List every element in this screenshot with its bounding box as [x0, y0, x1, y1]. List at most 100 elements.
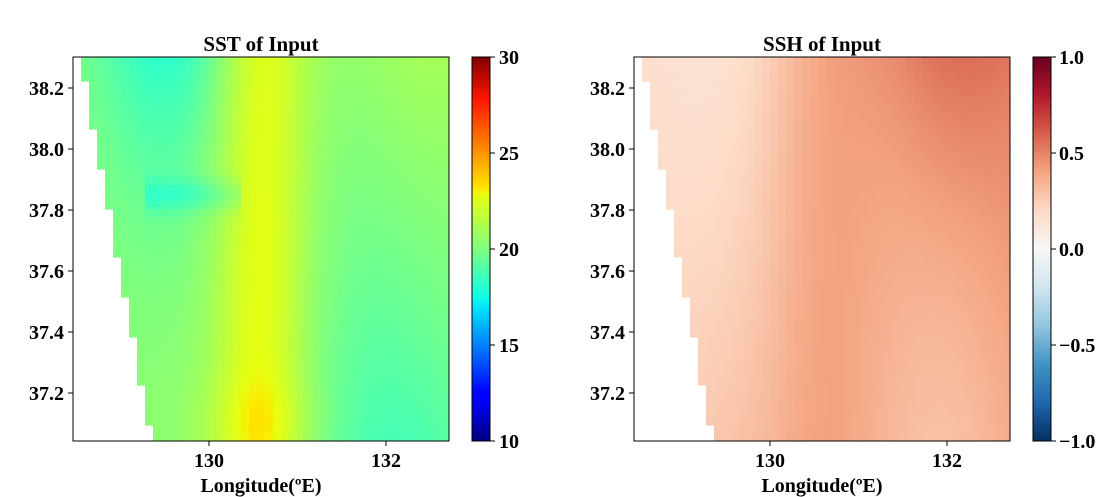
ssh-cell — [850, 393, 859, 402]
sst-cell — [377, 345, 386, 354]
ssh-cell — [810, 121, 819, 130]
ssh-cell — [874, 425, 883, 434]
ssh-cell — [986, 145, 995, 154]
sst-cell — [201, 153, 210, 162]
ssh-cell — [922, 73, 931, 82]
sst-cell — [369, 81, 378, 90]
sst-cell — [377, 425, 386, 434]
ssh-cell — [930, 81, 939, 90]
sst-cell — [241, 249, 250, 258]
sst-cell — [417, 89, 426, 98]
sst-cell — [425, 177, 434, 186]
ssh-cell — [890, 289, 899, 298]
sst-cell — [249, 273, 258, 282]
sst-cell — [401, 313, 410, 322]
ssh-cell — [826, 329, 835, 338]
sst-cell — [297, 145, 306, 154]
sst-cell — [185, 353, 194, 362]
ssh-cell — [1002, 401, 1010, 410]
ssh-cell — [754, 377, 763, 386]
sst-cell — [433, 89, 442, 98]
sst-cell — [153, 345, 162, 354]
ssh-cell — [762, 177, 771, 186]
ssh-cell — [882, 393, 891, 402]
sst-cell — [185, 417, 194, 426]
ssh-cell — [994, 89, 1003, 98]
sst-cell — [401, 337, 410, 346]
ssh-cell — [722, 233, 731, 242]
ssh-cell — [930, 257, 939, 266]
sst-cell — [337, 409, 346, 418]
ssh-cell — [818, 353, 827, 362]
ssh-cell — [746, 145, 755, 154]
sst-cell — [289, 225, 298, 234]
sst-cell — [209, 249, 218, 258]
sst-cell — [209, 393, 218, 402]
ssh-cell — [706, 145, 715, 154]
ssh-cell — [738, 385, 747, 394]
ssh-cell — [778, 233, 787, 242]
sst-cell — [441, 217, 449, 226]
sst-cell — [161, 313, 170, 322]
ssh-cell — [770, 193, 779, 202]
sst-cell — [265, 137, 274, 146]
sst-cell — [249, 433, 258, 441]
sst-title: SST of Input — [203, 32, 318, 56]
ssh-cell — [690, 97, 699, 106]
ssh-cell — [1002, 73, 1010, 82]
sst-cell — [329, 209, 338, 218]
sst-cell — [201, 121, 210, 130]
ssh-cell — [778, 289, 787, 298]
ssh-cell — [770, 217, 779, 226]
ssh-cell — [858, 201, 867, 210]
sst-cell — [273, 209, 282, 218]
ssh-cell — [810, 193, 819, 202]
sst-cell — [425, 401, 434, 410]
sst-cell — [177, 409, 186, 418]
ssh-cell — [866, 97, 875, 106]
sst-cell — [329, 353, 338, 362]
ssh-cell — [778, 81, 787, 90]
ssh-cell — [762, 201, 771, 210]
sst-cell — [393, 121, 402, 130]
ssh-cell — [746, 369, 755, 378]
sst-cell — [153, 377, 162, 386]
sst-cell — [305, 225, 314, 234]
sst-cell — [273, 417, 282, 426]
ssh-cell — [970, 393, 979, 402]
sst-cell — [177, 313, 186, 322]
ssh-cell — [778, 249, 787, 258]
sst-cell — [89, 113, 98, 122]
ssh-cell — [682, 137, 691, 146]
sst-cell — [137, 225, 146, 234]
ssh-cell — [706, 161, 715, 170]
sst-cell — [393, 233, 402, 242]
ssh-cell — [762, 393, 771, 402]
sst-cell — [161, 153, 170, 162]
ssh-cell — [850, 265, 859, 274]
sst-cell — [369, 321, 378, 330]
sst-cell — [289, 177, 298, 186]
sst-cell — [137, 265, 146, 274]
sst-cell — [193, 201, 202, 210]
ssh-cell — [1002, 313, 1010, 322]
ssh-cell — [850, 337, 859, 346]
sst-cell — [385, 89, 394, 98]
sst-cell — [425, 433, 434, 441]
sst-cell — [201, 425, 210, 434]
ssh-cell — [746, 361, 755, 370]
sst-cell — [249, 369, 258, 378]
sst-cell — [361, 249, 370, 258]
ssh-cell — [714, 409, 723, 418]
sst-cell — [345, 329, 354, 338]
sst-cell — [337, 337, 346, 346]
sst-cell — [161, 161, 170, 170]
sst-cell — [185, 97, 194, 106]
ssh-cell — [842, 145, 851, 154]
ssh-cell — [850, 425, 859, 434]
sst-cell — [105, 89, 114, 98]
sst-cell — [225, 217, 234, 226]
ssh-cell — [906, 225, 915, 234]
sst-cell — [409, 217, 418, 226]
ssh-cell — [938, 161, 947, 170]
